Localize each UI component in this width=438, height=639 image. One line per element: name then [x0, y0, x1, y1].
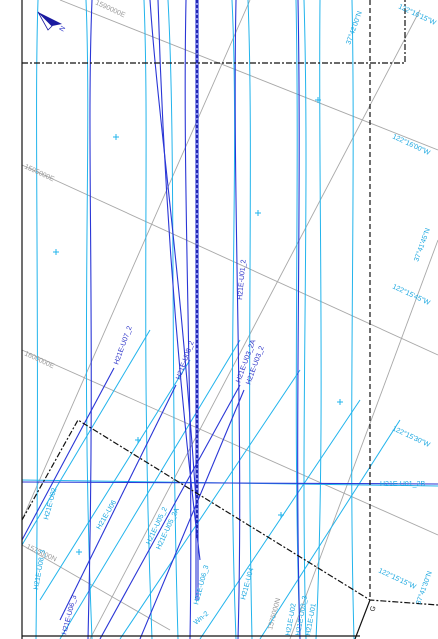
corner-mark: G — [369, 605, 377, 613]
survey-lines-blue — [21, 0, 438, 639]
line-label: H21E-U01_2B — [380, 481, 425, 488]
north-arrow-icon: N — [37, 11, 68, 33]
corner-letter: G — [369, 605, 377, 613]
map-boundary — [21, 0, 438, 639]
line-label: H21E-U01_2 — [237, 259, 248, 300]
line-tick-marks — [53, 97, 343, 555]
north-arrow-letter: N — [59, 25, 68, 33]
